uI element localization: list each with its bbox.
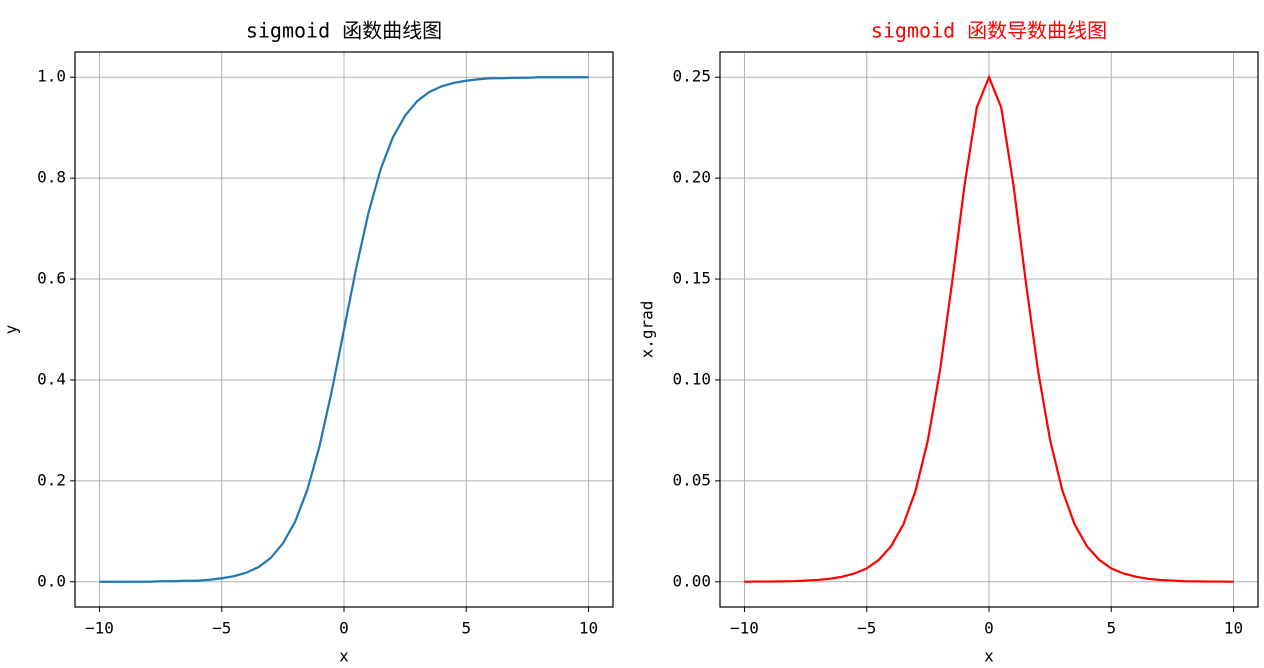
x-tick-label: 5 bbox=[461, 619, 471, 638]
y-tick-label: 0.20 bbox=[672, 168, 711, 187]
x-tick-label: −10 bbox=[730, 619, 759, 638]
y-tick-label: 0.10 bbox=[672, 369, 711, 388]
axes-frame bbox=[719, 51, 1259, 608]
y-tick-label: 0.8 bbox=[37, 168, 66, 187]
curve bbox=[744, 74, 1234, 583]
axes-frame bbox=[74, 51, 614, 608]
x-tick-label: 0 bbox=[984, 619, 994, 638]
x-axis-label: x bbox=[984, 647, 994, 666]
y-axis-label: y bbox=[2, 324, 21, 334]
y-tick-label: 0.05 bbox=[672, 470, 711, 489]
y-tick-label: 0.0 bbox=[37, 571, 66, 590]
y-tick-label: 0.15 bbox=[672, 269, 711, 288]
y-tick-label: 0.00 bbox=[672, 571, 711, 590]
y-axis-label: x.grad bbox=[638, 301, 657, 359]
chart-title: sigmoid 函数曲线图 bbox=[246, 19, 442, 43]
x-tick-label: −5 bbox=[212, 619, 231, 638]
x-tick-label: 10 bbox=[579, 619, 598, 638]
x-tick-label: 0 bbox=[339, 619, 349, 638]
curve bbox=[99, 76, 589, 583]
x-axis-label: x bbox=[339, 647, 349, 666]
chart-title: sigmoid 函数导数曲线图 bbox=[871, 19, 1107, 43]
y-tick-label: 0.25 bbox=[672, 67, 711, 86]
y-tick-label: 0.2 bbox=[37, 470, 66, 489]
y-tick-label: 0.6 bbox=[37, 269, 66, 288]
x-tick-label: −10 bbox=[85, 619, 114, 638]
x-tick-label: 10 bbox=[1224, 619, 1243, 638]
y-tick-label: 1.0 bbox=[37, 67, 66, 86]
x-tick-label: −5 bbox=[857, 619, 876, 638]
x-tick-label: 5 bbox=[1106, 619, 1116, 638]
y-tick-label: 0.4 bbox=[37, 369, 66, 388]
